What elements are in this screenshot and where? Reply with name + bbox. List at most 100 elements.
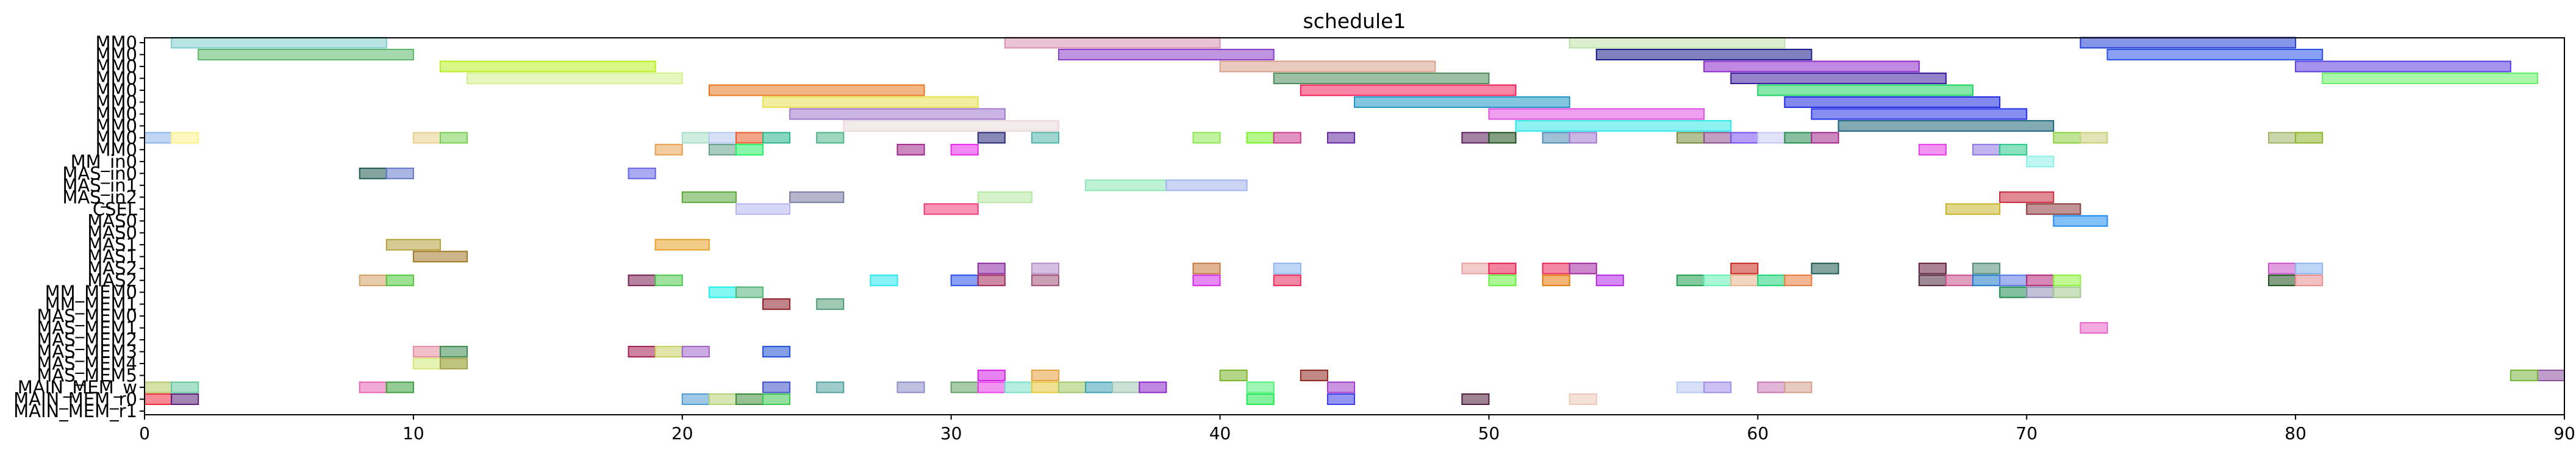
schedule-bar: [467, 72, 683, 84]
y-tick-label: MAS_in0: [62, 163, 137, 184]
schedule-bar: [385, 238, 441, 251]
schedule-bar: [2295, 262, 2324, 274]
schedule-bar: [2026, 203, 2081, 215]
schedule-bar: [1703, 60, 1920, 73]
schedule-bar: [1703, 274, 1732, 287]
y-tick-label: MM_in0: [71, 151, 137, 172]
schedule-bar: [385, 167, 414, 179]
schedule-bar: [1139, 381, 1167, 393]
schedule-bar: [1595, 48, 1812, 60]
schedule-bar: [1542, 132, 1570, 144]
y-tick-label: MAIN_MEM_r0: [13, 389, 137, 410]
schedule-bar: [1515, 120, 1732, 132]
x-tick-label: 90: [2553, 423, 2575, 443]
schedule-bar: [870, 274, 898, 287]
y-tick-label: MAS0: [87, 210, 137, 231]
schedule-bar: [1488, 262, 1517, 274]
x-tick-label: 50: [1478, 423, 1500, 443]
y-tick-label: MAS2: [87, 270, 137, 291]
y-tick-label: MM0: [96, 68, 138, 88]
schedule-bar: [762, 132, 791, 144]
schedule-bar: [1273, 132, 1301, 144]
schedule-bar: [359, 167, 387, 179]
schedule-bar: [1945, 203, 2001, 215]
schedule-bar: [2053, 215, 2108, 227]
schedule-bar: [1488, 274, 1517, 287]
schedule-bar: [1219, 370, 1248, 382]
schedule-bar: [1004, 381, 1032, 393]
y-tick-label: MAS1: [87, 234, 137, 255]
schedule-bar: [681, 132, 710, 144]
schedule-bar: [735, 286, 764, 298]
y-tick-label: MM0: [96, 139, 138, 160]
schedule-bar: [144, 381, 173, 393]
y-tick-label: MM0: [96, 127, 138, 148]
schedule-bar: [681, 191, 737, 203]
schedule-bar: [843, 120, 1060, 132]
schedule-bar: [1595, 274, 1624, 287]
schedule-bar: [1058, 48, 1275, 60]
schedule-bar: [2268, 262, 2297, 274]
schedule-bar: [1703, 132, 1732, 144]
y-tick-label: MM0: [96, 44, 138, 65]
y-axis: MM0MM0MM0MM0MM0MM0MM0MM0MM0MM0MM_in0MAS_…: [13, 32, 145, 421]
schedule-bar: [1972, 143, 2001, 156]
y-tick-label: MM0: [96, 80, 138, 101]
schedule-bar: [1757, 132, 1786, 144]
schedule-bar: [1031, 132, 1060, 144]
schedule-bar: [977, 370, 1006, 382]
schedule-bar: [1058, 381, 1087, 393]
schedule-bar: [1730, 72, 1947, 84]
y-tick-label: MAS_MEM1: [37, 318, 137, 339]
schedule-bar: [1999, 274, 2028, 287]
schedule-bar: [412, 132, 441, 144]
schedule-bar: [1945, 274, 1974, 287]
y-tick-label: MAS0: [87, 223, 137, 243]
y-tick-label: MAS_MEM5: [37, 365, 137, 386]
schedule-bar: [708, 393, 737, 406]
schedule-bar: [950, 381, 979, 393]
y-tick-label: MM_MEM0: [45, 282, 137, 303]
schedule-bar: [1676, 381, 1705, 393]
schedule-bar: [1300, 370, 1328, 382]
schedule-bar: [1918, 274, 1947, 287]
schedule-bar: [762, 346, 791, 358]
schedule-bar: [735, 143, 764, 156]
schedule-bar: [1004, 37, 1221, 49]
schedule-bar: [1569, 37, 1786, 49]
schedule-bar: [735, 132, 764, 144]
schedule-bar: [1461, 393, 1490, 406]
y-tick-label: MAS2: [87, 258, 137, 279]
schedule-bar: [2053, 286, 2081, 298]
y-tick-label: MM0: [96, 115, 138, 136]
schedule-bar: [1031, 381, 1060, 393]
schedule-bar: [1569, 393, 1597, 406]
schedule-bar: [681, 346, 710, 358]
schedule-bar: [171, 393, 199, 406]
schedule-bar: [1730, 132, 1759, 144]
schedule-bar: [1999, 286, 2028, 298]
plot-frame: [144, 37, 2565, 415]
schedule-bar: [1918, 262, 1947, 274]
schedule-bar: [144, 132, 173, 144]
schedule-bar: [1031, 274, 1060, 287]
schedule-bar: [1837, 120, 2055, 132]
schedule-bar: [1085, 179, 1167, 192]
x-tick-label: 0: [139, 423, 150, 443]
schedule-bar: [762, 298, 791, 310]
schedule-bar: [1461, 132, 1490, 144]
schedule-bar: [1326, 132, 1356, 144]
schedule-bar: [1676, 274, 1705, 287]
schedule-bar: [171, 132, 199, 144]
schedule-bar: [2026, 156, 2055, 168]
schedule-bar: [1192, 262, 1221, 274]
x-tick-label: 10: [402, 423, 424, 443]
schedule-bar: [1246, 381, 1275, 393]
schedule-bar: [628, 167, 656, 179]
schedule-bar: [1273, 274, 1301, 287]
schedule-bar: [708, 286, 737, 298]
schedule-bar: [1757, 381, 1786, 393]
schedule-bar: [359, 274, 387, 287]
schedule-bar: [2026, 274, 2055, 287]
schedule-bar: [977, 262, 1006, 274]
